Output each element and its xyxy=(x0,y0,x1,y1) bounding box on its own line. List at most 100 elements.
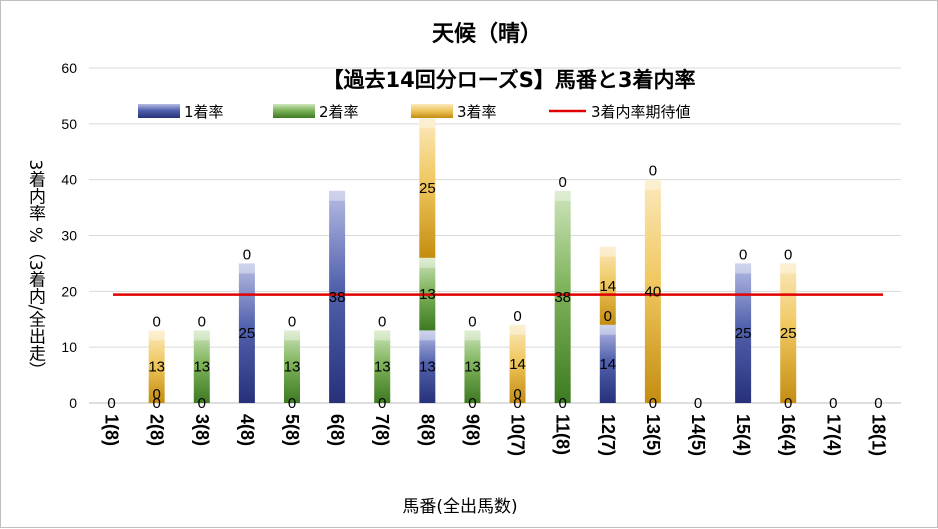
data-label-top: 0 xyxy=(468,313,476,330)
legend-label: 3着率 xyxy=(457,103,497,121)
data-label-top: 0 xyxy=(649,163,657,180)
bar-highlight xyxy=(780,263,797,274)
data-label: 25 xyxy=(780,325,797,342)
x-tick-label: 14(5) xyxy=(688,414,708,456)
x-tick-label: 9(8) xyxy=(462,414,482,446)
bar-highlight xyxy=(419,118,436,129)
chart-subtitle: 【過去14回分ローズS】馬番と3着内率 xyxy=(323,68,696,92)
bar-segment xyxy=(509,324,526,403)
y-tick-label: 50 xyxy=(61,116,77,132)
legend: 1着率 2着率 3着率 3着内率期待値 xyxy=(138,103,691,121)
x-tick-label: 13(5) xyxy=(643,414,663,456)
x-axis-ticks: 1(8) 2(8) 3(8) 4(8) 5(8) 6(8) 7(8) 8(8) 9(8) 10(7… xyxy=(102,414,889,456)
y-axis-label: 3着内率 %（3着内/全出走） xyxy=(25,160,46,379)
bars xyxy=(113,118,883,403)
bar-segment xyxy=(329,190,346,403)
data-label: 0 xyxy=(378,395,386,412)
data-label: 0 xyxy=(513,395,521,412)
data-label: 14 xyxy=(599,356,616,373)
data-label: 0 xyxy=(694,395,702,412)
bar-highlight xyxy=(419,257,436,268)
data-labels: 0 001300130250013038013013132501300014003… xyxy=(107,163,882,412)
data-label: 0 xyxy=(198,395,206,412)
bar-segment xyxy=(284,330,300,403)
x-tick-label: 16(4) xyxy=(778,414,798,456)
data-label: 13 xyxy=(374,359,391,376)
data-label: 0 xyxy=(513,386,521,403)
legend-swatch xyxy=(138,104,180,118)
bar-segment xyxy=(554,190,571,403)
legend-label: 3着内率期待値 xyxy=(591,103,691,121)
bar-segment xyxy=(193,330,210,403)
x-tick-label: 10(7) xyxy=(508,414,528,456)
data-label: 0 xyxy=(604,308,612,325)
data-label-top: 0 xyxy=(558,174,566,191)
bar-highlight xyxy=(735,263,752,274)
bar-segment xyxy=(419,330,436,403)
data-label: 25 xyxy=(419,180,436,197)
bar-segment xyxy=(148,330,165,403)
x-tick-label: 17(4) xyxy=(823,414,843,456)
data-label-top: 0 xyxy=(198,313,206,330)
data-label: 0 xyxy=(152,395,160,412)
y-tick-label: 0 xyxy=(69,395,77,411)
data-label: 13 xyxy=(193,359,210,376)
data-label-top: 0 xyxy=(152,313,160,330)
data-label: 13 xyxy=(464,359,481,376)
bar-highlight xyxy=(284,330,300,341)
data-label: 13 xyxy=(148,359,165,376)
x-tick-label: 7(8) xyxy=(372,414,392,446)
data-label: 13 xyxy=(284,359,301,376)
bar-segment xyxy=(780,263,797,403)
gridlines xyxy=(89,67,901,404)
bar-segment xyxy=(419,118,436,258)
bar-highlight xyxy=(554,190,571,201)
x-axis-label: 馬番(全出馬数) xyxy=(402,497,517,517)
data-label: 0 xyxy=(739,246,747,263)
bar-highlight xyxy=(419,330,436,341)
data-label: 0 xyxy=(468,395,476,412)
data-label: 14 xyxy=(509,356,526,373)
data-label: 25 xyxy=(239,325,256,342)
legend-swatch xyxy=(273,104,315,118)
data-label: 0 xyxy=(107,395,115,412)
data-label: 0 xyxy=(288,395,296,412)
x-tick-label: 11(8) xyxy=(553,414,573,455)
bar-highlight xyxy=(148,330,165,341)
x-tick-label: 5(8) xyxy=(282,414,302,446)
x-tick-label: 4(8) xyxy=(237,414,257,446)
data-label: 0 xyxy=(874,395,882,412)
bar-segment xyxy=(374,330,391,403)
bar-highlight xyxy=(509,324,526,335)
bar-highlight xyxy=(374,330,391,341)
data-label-top: 0 xyxy=(378,313,386,330)
bar-segment xyxy=(464,330,481,403)
data-label: 25 xyxy=(735,325,752,342)
bar-highlight xyxy=(193,330,210,341)
bar-highlight xyxy=(464,330,481,341)
data-label: 0 xyxy=(649,395,657,412)
y-tick-label: 30 xyxy=(61,228,77,244)
x-tick-label: 2(8) xyxy=(147,414,167,446)
data-label: 13 xyxy=(419,286,436,303)
bar-highlight xyxy=(238,263,255,274)
legend-label: 2着率 xyxy=(319,103,359,121)
x-tick-label: 3(8) xyxy=(192,414,212,446)
data-label: 0 xyxy=(784,395,792,412)
bar-segment xyxy=(644,179,661,403)
data-label: 13 xyxy=(419,359,436,376)
x-tick-label: 8(8) xyxy=(417,414,437,446)
y-tick-label: 40 xyxy=(61,172,77,188)
data-label: 0 xyxy=(243,246,251,263)
legend-label: 1着率 xyxy=(184,103,224,121)
data-label: 0 xyxy=(829,395,837,412)
data-label-top: 0 xyxy=(784,246,792,263)
y-axis-ticks: 0 10 20 30 40 50 60 xyxy=(61,60,77,411)
x-tick-label: 15(4) xyxy=(733,414,753,456)
bar-segment xyxy=(599,324,616,403)
data-label: 0 xyxy=(558,395,566,412)
bar-highlight xyxy=(599,324,616,335)
data-label: 40 xyxy=(645,283,662,300)
